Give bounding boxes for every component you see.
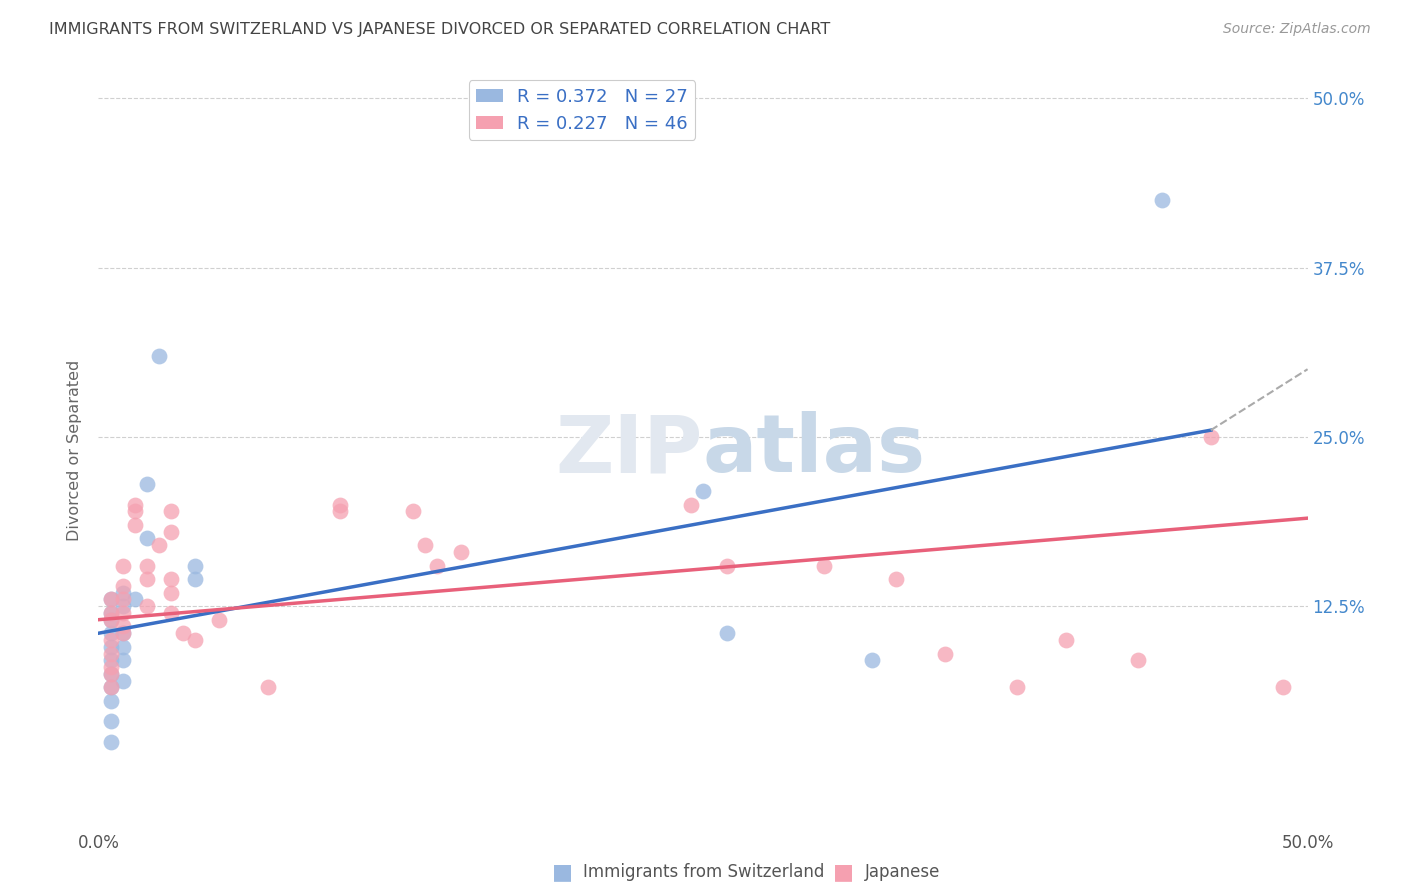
Point [111, 626, 134, 640]
Point [1152, 193, 1174, 207]
Point [100, 626, 122, 640]
Point [100, 714, 122, 729]
Point [135, 477, 157, 491]
Point [111, 592, 134, 607]
Point [100, 681, 122, 695]
Point [124, 504, 146, 518]
Text: ■: ■ [553, 863, 572, 882]
Point [148, 538, 170, 552]
Text: ZIP: ZIP [555, 411, 703, 490]
Point [111, 579, 134, 593]
Point [1054, 633, 1077, 648]
Point [160, 504, 183, 518]
Point [124, 498, 146, 512]
Point [100, 592, 122, 607]
Point [679, 498, 702, 512]
Point [692, 484, 714, 499]
Point [111, 626, 134, 640]
Point [124, 517, 146, 532]
Point [135, 572, 157, 586]
Point [111, 640, 134, 654]
Point [813, 558, 835, 573]
Text: Source: ZipAtlas.com: Source: ZipAtlas.com [1223, 22, 1371, 37]
Point [160, 524, 183, 539]
Point [100, 606, 122, 620]
Point [100, 666, 122, 681]
Point [329, 498, 352, 512]
Point [100, 666, 122, 681]
Point [111, 599, 134, 614]
Point [111, 585, 134, 599]
Point [208, 613, 231, 627]
Point [256, 681, 278, 695]
Point [100, 647, 122, 661]
Point [135, 532, 157, 546]
Point [402, 504, 425, 518]
Point [716, 626, 738, 640]
Y-axis label: Divorced or Separated: Divorced or Separated [67, 359, 83, 541]
Point [100, 613, 122, 627]
Point [100, 734, 122, 748]
Text: ■: ■ [834, 863, 853, 882]
Point [124, 592, 146, 607]
Point [716, 558, 738, 573]
Point [100, 660, 122, 674]
Point [450, 545, 472, 559]
Text: Immigrants from Switzerland: Immigrants from Switzerland [583, 863, 825, 881]
Point [184, 572, 207, 586]
Point [100, 681, 122, 695]
Point [111, 619, 134, 633]
Text: IMMIGRANTS FROM SWITZERLAND VS JAPANESE DIVORCED OR SEPARATED CORRELATION CHART: IMMIGRANTS FROM SWITZERLAND VS JAPANESE … [49, 22, 831, 37]
Point [860, 653, 883, 667]
Point [100, 653, 122, 667]
Point [413, 538, 436, 552]
Point [1272, 681, 1295, 695]
Point [329, 504, 352, 518]
Point [1199, 430, 1222, 444]
Text: Japanese: Japanese [865, 863, 941, 881]
Point [100, 633, 122, 648]
Point [934, 647, 956, 661]
Point [172, 626, 194, 640]
Point [184, 633, 207, 648]
Point [100, 694, 122, 708]
Point [111, 558, 134, 573]
Point [1128, 653, 1150, 667]
Text: atlas: atlas [703, 411, 927, 490]
Point [184, 558, 207, 573]
Point [160, 572, 183, 586]
Point [111, 606, 134, 620]
Point [1007, 681, 1029, 695]
Point [111, 653, 134, 667]
Legend: R = 0.372   N = 27, R = 0.227   N = 46: R = 0.372 N = 27, R = 0.227 N = 46 [468, 80, 696, 140]
Point [160, 606, 183, 620]
Point [160, 585, 183, 599]
Point [135, 599, 157, 614]
Point [100, 640, 122, 654]
Point [148, 349, 170, 363]
Point [886, 572, 908, 586]
Point [100, 592, 122, 607]
Point [135, 558, 157, 573]
Point [100, 613, 122, 627]
Point [100, 606, 122, 620]
Point [426, 558, 449, 573]
Point [111, 673, 134, 688]
